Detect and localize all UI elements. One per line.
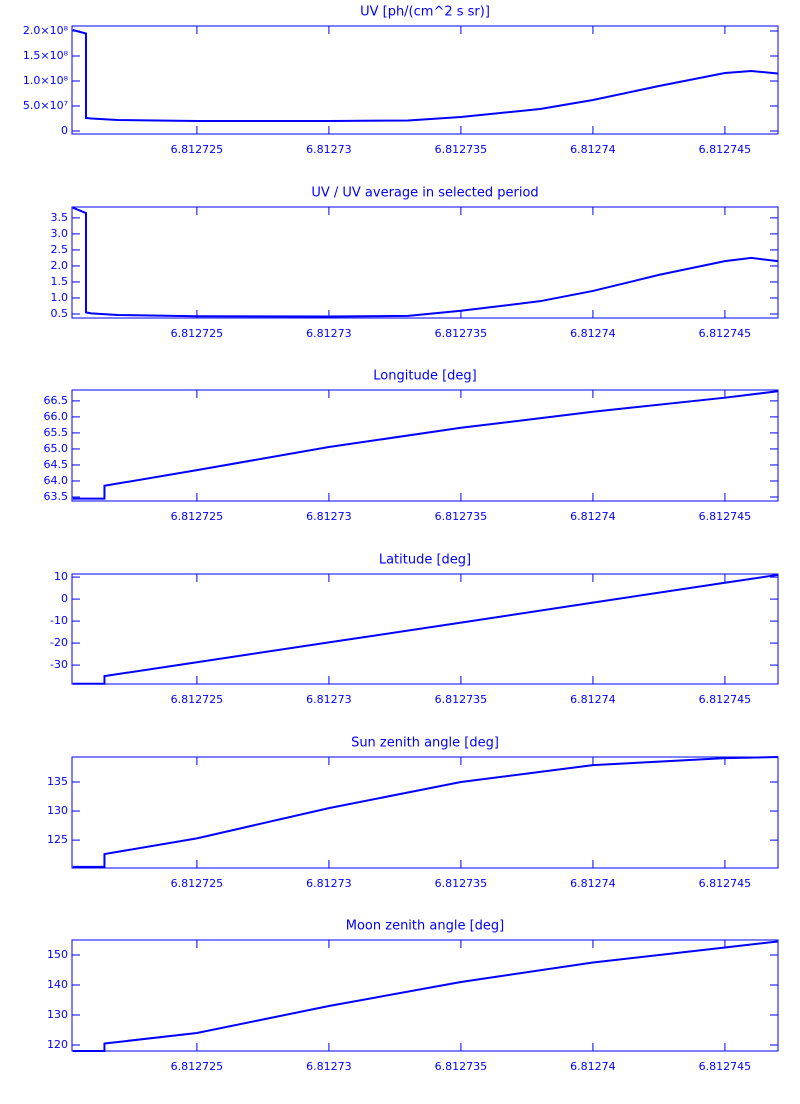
plot-frame xyxy=(71,25,779,135)
y-tick-label: 1.0 xyxy=(51,291,69,304)
y-tick-label: 0 xyxy=(61,592,68,605)
chart-title: Latitude [deg] xyxy=(379,553,471,568)
y-tick-label: 3.5 xyxy=(51,211,69,224)
x-tick-label: 6.812735 xyxy=(435,877,488,890)
plot-frame xyxy=(71,939,779,1052)
y-tick-label: 150 xyxy=(47,948,68,961)
y-tick-label: 66.5 xyxy=(44,394,69,407)
data-line xyxy=(72,573,778,685)
x-tick-label: 6.812725 xyxy=(171,327,224,340)
y-tick-label: 1.5×10⁸ xyxy=(23,49,69,62)
y-tick-label: 63.5 xyxy=(44,490,69,503)
y-tick-label: 2.0 xyxy=(51,259,69,272)
x-tick-label: 6.812745 xyxy=(699,693,752,706)
y-tick-label: -10 xyxy=(50,614,68,627)
chart-title: UV / UV average in selected period xyxy=(311,186,538,201)
x-tick-label: 6.81273 xyxy=(306,1060,352,1073)
y-tick-label: 120 xyxy=(47,1038,68,1051)
x-tick-label: 6.81274 xyxy=(570,693,616,706)
chart-title: Sun zenith angle [deg] xyxy=(351,736,499,751)
x-tick-label: 6.812725 xyxy=(171,510,224,523)
data-line xyxy=(72,29,778,122)
chart-title: UV [ph/(cm^2 s sr)] xyxy=(360,5,490,20)
x-tick-label: 6.812745 xyxy=(699,877,752,890)
x-tick-label: 6.81274 xyxy=(570,327,616,340)
x-tick-label: 6.812745 xyxy=(699,510,752,523)
x-tick-label: 6.81274 xyxy=(570,510,616,523)
y-tick-label: 66.0 xyxy=(44,410,69,423)
y-tick-label: 5.0×10⁷ xyxy=(23,99,68,112)
x-tick-label: 6.812745 xyxy=(699,327,752,340)
y-tick-label: 64.5 xyxy=(44,458,69,471)
y-tick-label: 2.5 xyxy=(51,243,69,256)
y-tick-label: 1.0×10⁸ xyxy=(23,74,69,87)
y-tick-label: -20 xyxy=(50,636,68,649)
y-tick-label: 2.0×10⁸ xyxy=(23,24,69,37)
y-tick-label: 0.5 xyxy=(51,307,69,320)
y-tick-label: 135 xyxy=(47,775,68,788)
x-tick-label: 6.812725 xyxy=(171,877,224,890)
y-tick-label: 130 xyxy=(47,1008,68,1021)
y-tick-label: 130 xyxy=(47,804,68,817)
y-tick-label: 140 xyxy=(47,978,68,991)
x-tick-label: 6.81274 xyxy=(570,877,616,890)
plot-frame xyxy=(71,573,779,685)
x-tick-label: 6.81273 xyxy=(306,327,352,340)
x-tick-label: 6.81273 xyxy=(306,877,352,890)
plot-frame xyxy=(71,756,779,869)
plot-frame xyxy=(71,389,779,502)
data-line xyxy=(72,206,778,318)
y-tick-label: 3.0 xyxy=(51,227,69,240)
x-tick-label: 6.81274 xyxy=(570,143,616,156)
x-tick-label: 6.81274 xyxy=(570,1060,616,1073)
x-tick-label: 6.812735 xyxy=(435,143,488,156)
x-tick-label: 6.812745 xyxy=(699,143,752,156)
y-tick-label: 10 xyxy=(54,570,68,583)
chart-title: Moon zenith angle [deg] xyxy=(346,919,504,934)
x-tick-label: 6.812735 xyxy=(435,327,488,340)
x-tick-label: 6.81273 xyxy=(306,693,352,706)
y-tick-label: 65.0 xyxy=(44,442,69,455)
x-tick-label: 6.812725 xyxy=(171,693,224,706)
chart-title: Longitude [deg] xyxy=(373,369,476,384)
y-tick-label: 1.5 xyxy=(51,275,69,288)
x-tick-label: 6.81273 xyxy=(306,143,352,156)
y-tick-label: 125 xyxy=(47,833,68,846)
y-tick-label: 0 xyxy=(61,124,68,137)
data-line xyxy=(72,756,778,868)
data-line xyxy=(72,390,778,500)
x-tick-label: 6.812735 xyxy=(435,1060,488,1073)
data-line xyxy=(72,940,778,1052)
y-tick-label: -30 xyxy=(50,658,68,671)
y-tick-label: 64.0 xyxy=(44,474,69,487)
x-tick-label: 6.812745 xyxy=(699,1060,752,1073)
x-tick-label: 6.81273 xyxy=(306,510,352,523)
y-tick-label: 65.5 xyxy=(44,426,69,439)
x-tick-label: 6.812725 xyxy=(171,1060,224,1073)
plot-frame xyxy=(71,206,779,319)
x-tick-label: 6.812725 xyxy=(171,143,224,156)
x-tick-label: 6.812735 xyxy=(435,693,488,706)
x-tick-label: 6.812735 xyxy=(435,510,488,523)
